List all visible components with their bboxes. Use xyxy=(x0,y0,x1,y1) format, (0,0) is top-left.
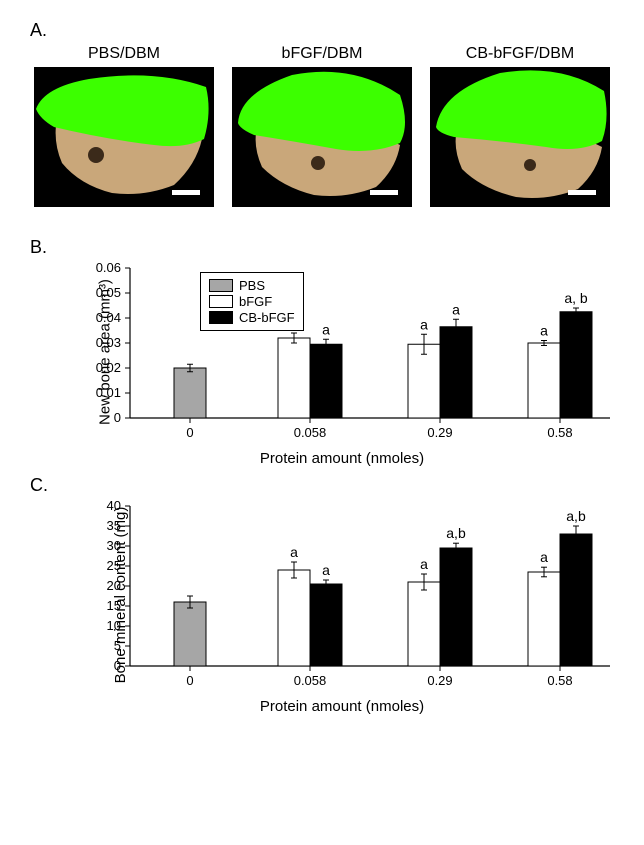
panel-b-ylabel: New bone area (mm³) xyxy=(96,279,113,425)
svg-text:0.58: 0.58 xyxy=(547,673,572,688)
scale-bar xyxy=(568,190,596,195)
panel-a-image-title: PBS/DBM xyxy=(34,45,214,63)
svg-text:0: 0 xyxy=(186,425,193,440)
svg-text:a: a xyxy=(420,316,428,332)
svg-text:0.06: 0.06 xyxy=(96,262,121,275)
legend-item: bFGF xyxy=(209,294,295,309)
legend-label: CB-bFGF xyxy=(239,310,295,325)
svg-text:a: a xyxy=(420,556,428,572)
chart-legend: PBSbFGFCB-bFGF xyxy=(200,272,304,331)
panel-a-image: CB-bFGF/DBM xyxy=(430,45,610,207)
scale-bar xyxy=(172,190,200,195)
legend-swatch xyxy=(209,311,233,324)
panel-b-label: B. xyxy=(30,237,624,258)
panel-a-image-box xyxy=(34,67,214,207)
svg-text:0.29: 0.29 xyxy=(427,425,452,440)
panel-b-xlabel: Protein amount (nmoles) xyxy=(60,450,624,467)
panel-a-images: PBS/DBM bFGF/DBM CB-bFGF/DBM xyxy=(20,45,624,207)
svg-text:0.058: 0.058 xyxy=(294,673,327,688)
panel-a-image: bFGF/DBM xyxy=(232,45,412,207)
svg-text:a: a xyxy=(322,321,330,337)
panel-a-image-title: bFGF/DBM xyxy=(232,45,412,63)
svg-text:a,b: a,b xyxy=(446,525,466,541)
svg-text:a: a xyxy=(540,549,548,565)
svg-text:a, b: a, b xyxy=(564,290,588,306)
panel-c-xlabel: Protein amount (nmoles) xyxy=(60,698,624,715)
svg-text:a: a xyxy=(290,544,298,560)
panel-c-ylabel: Bone mineral content (mg) xyxy=(112,507,129,684)
svg-text:0.58: 0.58 xyxy=(547,425,572,440)
svg-text:0.058: 0.058 xyxy=(294,425,327,440)
panel-c-label: C. xyxy=(30,475,624,496)
legend-item: PBS xyxy=(209,278,295,293)
panel-c-chart: Bone mineral content (mg) 05101520253035… xyxy=(80,500,624,690)
panel-a-image-box xyxy=(430,67,610,207)
legend-item: CB-bFGF xyxy=(209,310,295,325)
legend-swatch xyxy=(209,295,233,308)
svg-text:a,b: a,b xyxy=(566,508,586,524)
panel-a-image-title: CB-bFGF/DBM xyxy=(430,45,610,63)
legend-label: PBS xyxy=(239,278,265,293)
panel-a-image-box xyxy=(232,67,412,207)
legend-label: bFGF xyxy=(239,294,272,309)
svg-text:0.29: 0.29 xyxy=(427,673,452,688)
panel-a-label: A. xyxy=(30,20,624,41)
svg-text:a: a xyxy=(322,562,330,578)
scale-bar xyxy=(370,190,398,195)
panel-b-chart: New bone area (mm³) 00.010.020.030.040.0… xyxy=(80,262,624,442)
legend-swatch xyxy=(209,279,233,292)
svg-text:a: a xyxy=(540,323,548,339)
svg-text:0: 0 xyxy=(186,673,193,688)
svg-text:a: a xyxy=(452,301,460,317)
panel-a-image: PBS/DBM xyxy=(34,45,214,207)
svg-text:0: 0 xyxy=(114,410,121,425)
figure: A. PBS/DBM bFGF/DBM CB-bFGF/DBM B. New bon… xyxy=(20,20,624,715)
